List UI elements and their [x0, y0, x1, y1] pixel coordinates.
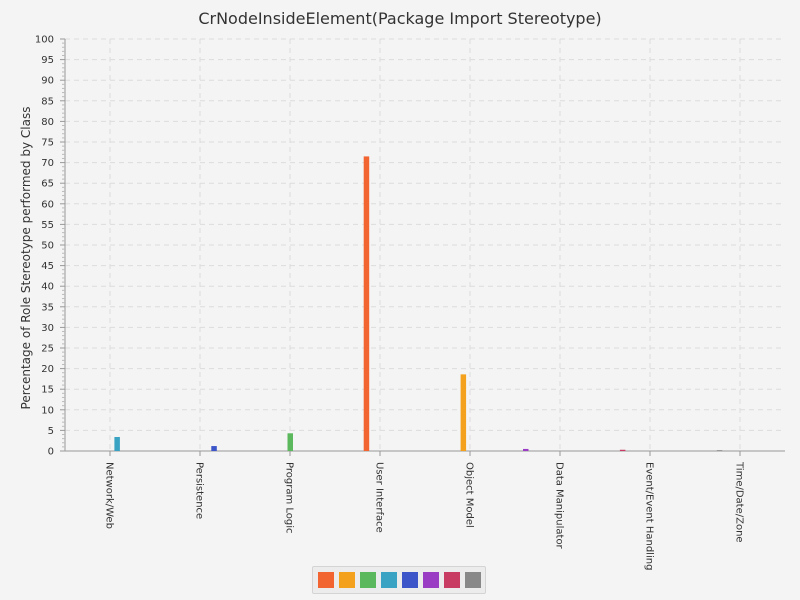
x-tick-label: Program Logic [284, 462, 295, 534]
bars [114, 156, 723, 452]
y-tick-label: 60 [41, 199, 54, 210]
x-tick-label: Network/Web [104, 462, 115, 529]
x-tick-label: Persistence [194, 462, 205, 519]
y-tick-label: 65 [41, 179, 54, 190]
x-tick-label: User Interface [374, 462, 385, 533]
y-tick-label: 80 [41, 117, 54, 128]
axes [64, 39, 785, 456]
y-tick-label: 55 [41, 220, 54, 231]
y-axis-label: Percentage of Role Stereotype performed … [19, 107, 33, 410]
legend-swatch [422, 572, 439, 588]
y-tick-label: 5 [48, 426, 54, 437]
legend-swatch [380, 572, 397, 588]
y-tick-label: 40 [41, 282, 54, 293]
legend-swatch [464, 572, 481, 588]
y-tick-label: 10 [41, 405, 54, 416]
bar [363, 156, 370, 452]
y-tick-label: 20 [41, 364, 54, 375]
y-tick-label: 45 [41, 261, 54, 272]
bar [460, 374, 467, 451]
y-tick-label: 15 [41, 385, 54, 396]
y-tick-label: 50 [41, 241, 54, 252]
legend-swatch [359, 572, 376, 588]
x-tick-label: Time/Date/Zone [734, 461, 745, 543]
y-tick-label: 0 [48, 447, 54, 458]
y-tick-label: 100 [35, 35, 54, 46]
y-tick-label: 25 [41, 344, 54, 355]
x-tick-label: Event/Event Handling [644, 462, 655, 570]
y-tick-label: 85 [41, 96, 54, 107]
y-tick-label: 70 [41, 158, 54, 169]
legend-swatch [443, 572, 460, 588]
y-ticks: 0 5 10 15 20 25 30 35 40 45 50 55 60 65 70 75 80 85 90 95 10… [35, 35, 65, 458]
bar [716, 450, 723, 451]
legend-swatch [401, 572, 418, 588]
bar [114, 436, 120, 451]
y-tick-label: 35 [41, 302, 54, 313]
legend-swatch [338, 572, 355, 588]
x-tick-label: Data Manipulator [554, 462, 565, 550]
x-tick-label: Object Model [464, 462, 475, 528]
y-tick-label: 95 [41, 55, 54, 66]
legend [312, 566, 486, 594]
bar [211, 446, 217, 451]
bar [619, 449, 626, 451]
chart-title: CrNodeInsideElement(Package Import Stere… [198, 9, 601, 28]
x-tick-labels: Network/Web Persistence Program Logic User … [104, 461, 745, 570]
bar [523, 448, 529, 451]
y-tick-label: 30 [41, 323, 54, 334]
legend-swatch [317, 572, 334, 588]
grid-lines [65, 38, 785, 452]
y-tick-label: 90 [41, 76, 54, 87]
bar [287, 433, 293, 451]
y-tick-label: 75 [41, 138, 54, 149]
